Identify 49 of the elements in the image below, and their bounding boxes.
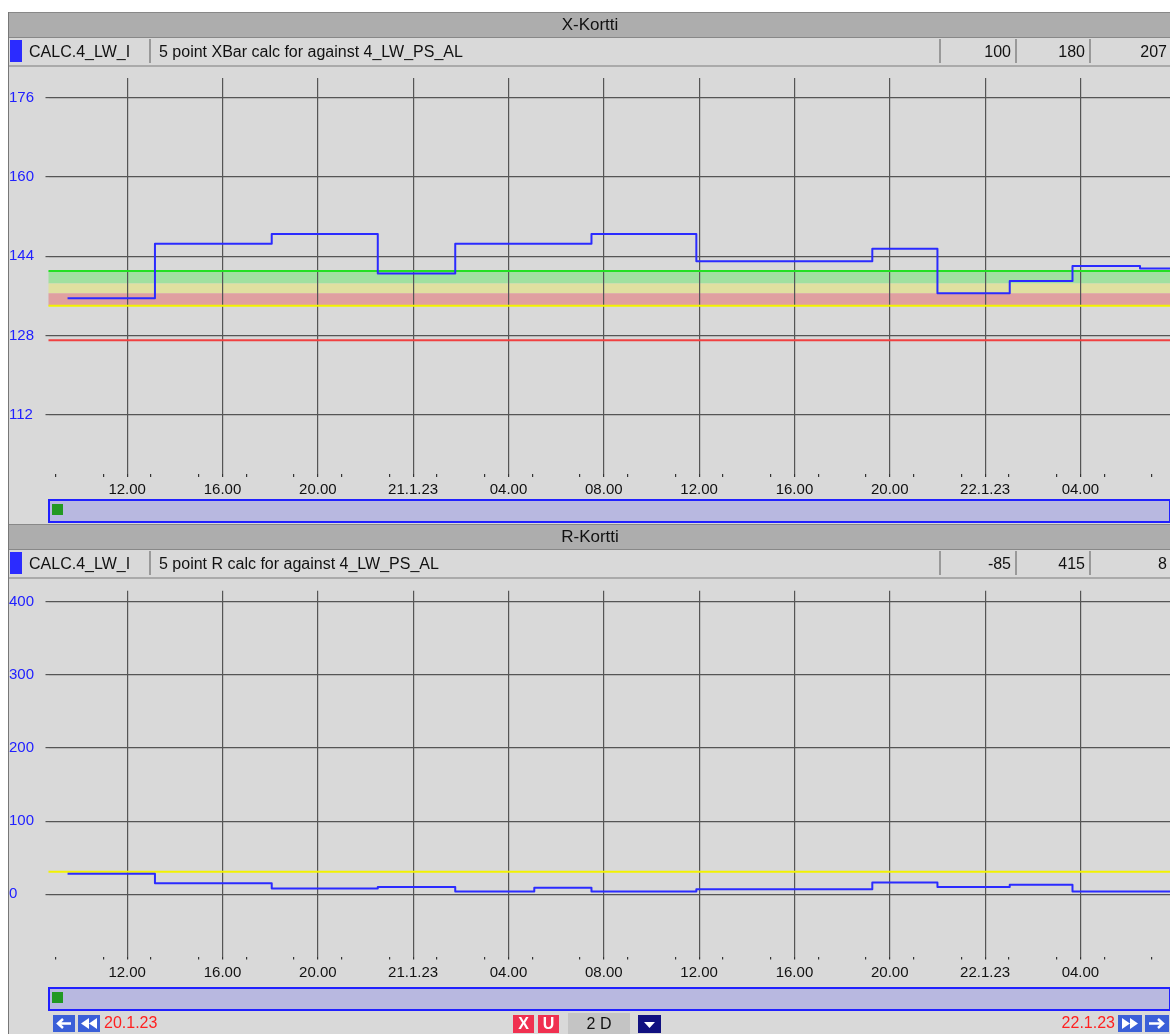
text: 5 point R calc for against 4_LW_PS_AL [155,551,941,575]
x-tick-label: 16.00 [203,480,242,498]
y-tick-label: 160 [9,167,35,185]
y-tick-label: 128 [9,325,35,343]
x-tick-label: 16.00 [775,962,814,980]
x-tick-label: 12.00 [108,480,146,498]
text: X [513,1015,534,1033]
y-tick-label: 200 [9,738,35,756]
text: U [538,1015,559,1033]
text: 415 [1017,551,1091,575]
text: 2 D [568,1013,630,1034]
text: 180 [1017,39,1091,63]
text: 20.1.23 [104,1014,158,1032]
y-tick-label: 100 [9,811,35,829]
text: 207 [1139,42,1168,62]
x-tick-label: 12.00 [680,962,718,980]
x-tick-label: 12.00 [680,480,718,498]
x-tick-label: 20.00 [871,480,909,498]
y-tick-label: 0 [9,884,18,902]
x-tick-label: 20.00 [299,962,337,980]
x-tick-label: 16.00 [203,962,242,980]
legend-label: CALC.4_LW_I [25,39,151,63]
x-tick-label: 04.00 [489,480,528,498]
text: 22.1.23 [1061,1014,1115,1032]
x-tick-label: 21.1.23 [388,962,439,980]
x-tick-label: 04.00 [489,962,528,980]
y-tick-label: 144 [9,246,35,264]
x-tick-label: 12.00 [108,962,146,980]
x-tick-label: 20.00 [871,962,909,980]
legend-label: CALC.4_LW_I [25,551,151,575]
x-tick-label: 04.00 [1061,962,1100,980]
chart-title: R-Kortti [9,524,1170,550]
x-tick-label: 04.00 [1061,480,1100,498]
y-tick-label: 112 [9,404,33,422]
x-tick-label: 20.00 [299,480,337,498]
text: 100 [942,39,1017,63]
x-tick-label: 22.1.23 [960,962,1011,980]
y-tick-label: 400 [9,591,35,609]
x-tick-label: 08.00 [585,480,623,498]
x-tick-label: 22.1.23 [960,480,1011,498]
text: -85 [942,551,1017,575]
y-tick-label: 300 [9,664,35,682]
y-tick-label: 176 [9,87,35,105]
text: 8 [1157,554,1168,574]
x-tick-label: 16.00 [775,480,814,498]
x-tick-label: 21.1.23 [388,480,439,498]
x-tick-label: 08.00 [585,962,623,980]
text: 5 point XBar calc for against 4_LW_PS_AL [155,39,941,63]
chart-title: X-Kortti [9,12,1170,38]
